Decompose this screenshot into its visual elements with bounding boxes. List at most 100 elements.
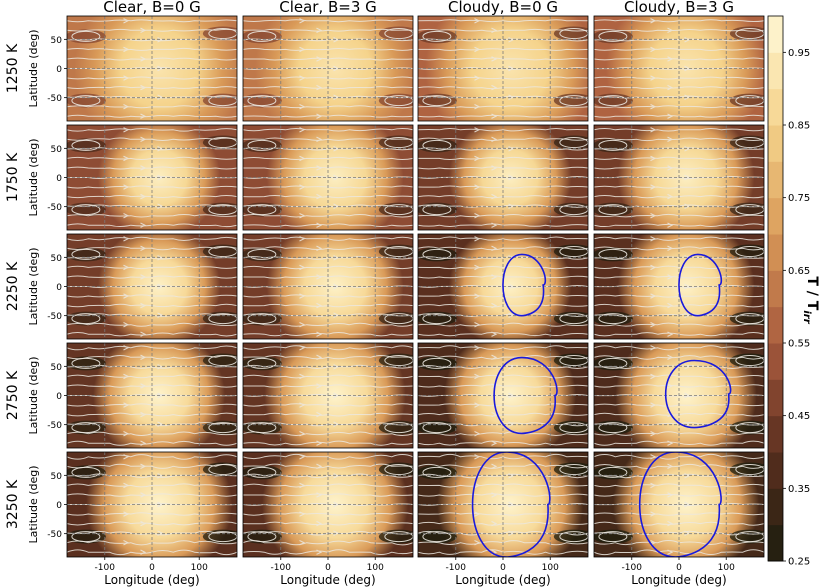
streamline-arrow	[650, 236, 657, 242]
streamline-arrow	[316, 492, 323, 498]
panel-1-3	[593, 124, 765, 231]
streamline-arrow	[316, 463, 323, 470]
streamline-arrow	[474, 293, 481, 299]
streamline-arrow	[140, 302, 147, 309]
panel-0-0: -50 0 50 Latitude (deg)	[27, 15, 238, 122]
streamline-arrow	[123, 18, 130, 24]
streamline-vortex	[71, 95, 101, 107]
streamline-arrow	[299, 236, 306, 242]
streamline-arrow	[508, 37, 515, 43]
x-tick-label: 0	[500, 563, 506, 573]
row-label: 2750 K	[5, 370, 21, 420]
y-tick-label: 50	[51, 363, 63, 373]
streamline	[594, 265, 764, 270]
colorbar-label-main: T / T	[804, 276, 820, 310]
panel-frame	[242, 342, 414, 449]
streamline	[67, 473, 237, 478]
panel-0-3	[593, 15, 765, 122]
grid	[418, 125, 588, 230]
streamline	[594, 127, 764, 132]
streamline-arrow	[316, 302, 323, 309]
streamline-arrow	[123, 212, 130, 219]
streamline	[594, 483, 764, 488]
streamline	[418, 483, 588, 488]
streamline-arrow	[508, 94, 515, 100]
streamline-arrow	[474, 511, 481, 517]
streamline-arrow	[123, 236, 130, 242]
streamline-arrow	[474, 184, 481, 190]
column-title: Clear, B=0 G	[103, 0, 201, 16]
colorbar-tick-label: 0.85	[788, 121, 810, 132]
streamline	[418, 246, 588, 251]
streamline-arrow	[491, 274, 498, 280]
streamline	[243, 483, 413, 488]
panel-1-1	[242, 124, 414, 231]
y-tick-label: -50	[47, 203, 62, 213]
streamline-arrow	[299, 293, 306, 299]
streamline-arrow	[684, 37, 691, 43]
y-tick-label: -50	[47, 312, 62, 322]
streamline-arrow	[123, 454, 130, 460]
streamline-vortex	[422, 248, 452, 260]
streamline-arrow	[667, 549, 674, 555]
streamline-arrow	[123, 46, 130, 53]
streamline	[594, 473, 764, 479]
streamline-arrow	[316, 383, 323, 389]
streamline	[243, 374, 413, 379]
streamline	[243, 28, 413, 32]
streamline-vortex	[422, 30, 452, 42]
panel-frame	[593, 15, 765, 122]
streamline-arrow	[491, 411, 498, 418]
streamline-arrow	[667, 463, 674, 470]
x-axis-label: Longitude (deg)	[631, 573, 726, 587]
row-labels: 1250 K 1750 K 2250 K 2750 K 3250 K	[5, 43, 21, 529]
streamline-arrow	[491, 113, 498, 119]
streamline-vortex	[422, 95, 452, 107]
streamline-vortex	[71, 466, 101, 478]
streamline-arrow	[333, 530, 340, 536]
streamline-vortex	[71, 531, 101, 543]
panel-0-1	[242, 15, 414, 122]
streamline-arrow	[491, 520, 498, 527]
vortex-region	[729, 26, 764, 41]
streamline-arrow	[299, 373, 306, 380]
colorbar-tick-label: 0.45	[788, 411, 810, 422]
streamline-arrow	[316, 193, 323, 200]
x-axis-label: Longitude (deg)	[280, 573, 375, 587]
streamline-arrow	[474, 264, 481, 271]
streamline	[243, 19, 413, 23]
streamline	[67, 483, 237, 488]
streamline-arrow	[140, 136, 147, 143]
vortex-region	[202, 529, 237, 544]
streamline	[243, 246, 413, 251]
streamline	[418, 28, 588, 32]
streamline-vortex	[422, 422, 452, 434]
streamline-vortex	[247, 313, 277, 325]
streamline	[418, 453, 588, 460]
streamline-arrow	[491, 463, 498, 470]
streamline-vortex	[422, 313, 452, 325]
streamline-arrow	[474, 539, 481, 546]
panel-frame	[593, 124, 765, 231]
streamline-arrow	[650, 18, 657, 24]
grid	[243, 125, 413, 230]
streamline	[594, 364, 764, 370]
row-label: 3250 K	[5, 479, 21, 529]
streamline-arrow	[667, 222, 674, 228]
panel-frame	[242, 124, 414, 231]
streamline-arrow	[474, 373, 481, 380]
streamline-arrow	[140, 331, 147, 337]
streamline-arrow	[299, 127, 306, 133]
streamline-arrow	[157, 312, 164, 318]
colorbar-segment	[768, 270, 783, 308]
streamline	[418, 374, 588, 379]
streamline-arrow	[157, 146, 164, 152]
vortex-region	[202, 311, 237, 326]
streamline-arrow	[140, 440, 147, 446]
streamline-arrow	[316, 56, 323, 62]
y-axis-label: Latitude (deg)	[27, 247, 40, 325]
streamline	[418, 345, 588, 350]
cloud-contour	[471, 452, 551, 557]
streamline-vortex	[598, 357, 628, 369]
